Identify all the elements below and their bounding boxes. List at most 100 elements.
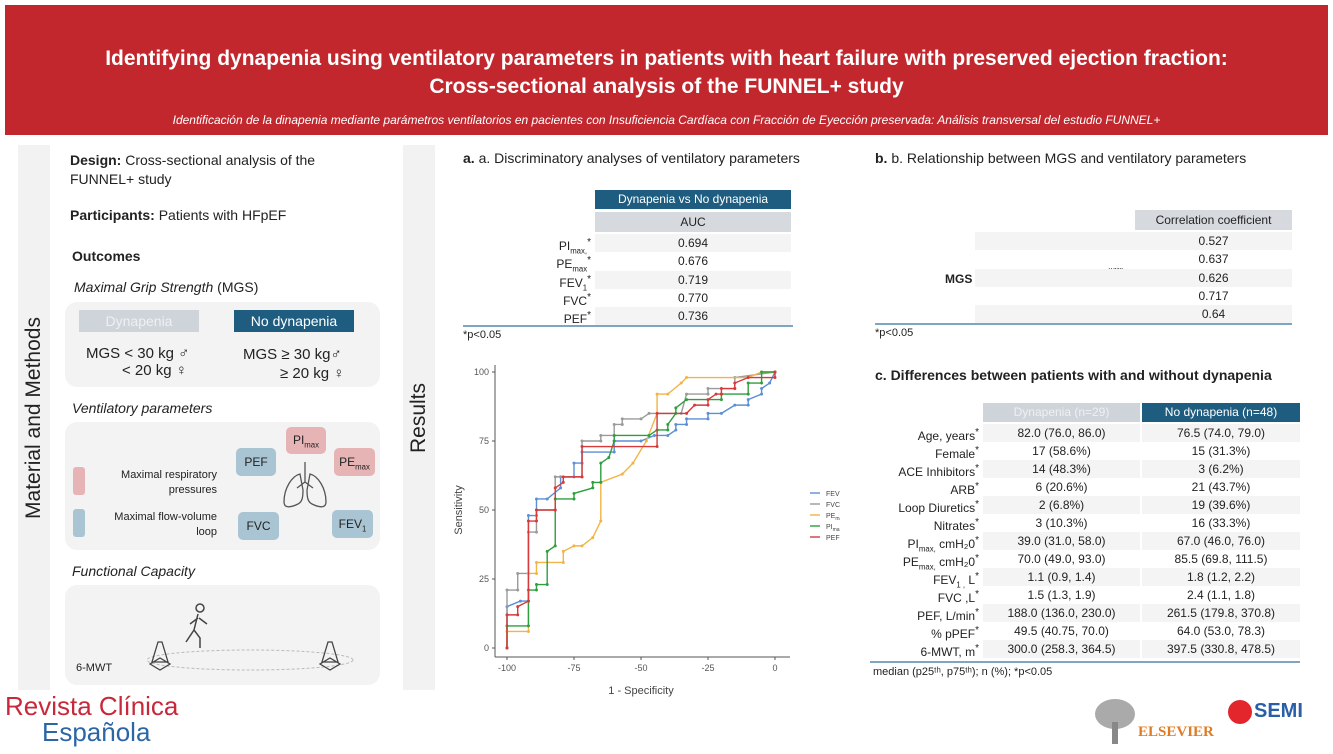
roc-point xyxy=(545,549,549,553)
roc-point xyxy=(599,433,603,437)
correlation-value: 0.637 xyxy=(975,250,1292,269)
semi-logo-dot xyxy=(1228,700,1252,724)
roc-point xyxy=(591,480,595,484)
vent-heading: Ventilatory parameters xyxy=(72,400,213,416)
no-dynapenia-value: 1.8 (1.2, 2.2) xyxy=(1142,568,1300,586)
roc-point xyxy=(612,422,616,426)
pressure-legend-swatch xyxy=(73,467,85,495)
roc-point xyxy=(534,519,538,523)
no-dynapenia-value: 85.5 (69.8, 111.5) xyxy=(1142,550,1300,568)
row-label: ARB* xyxy=(950,481,979,497)
results-side-bar: Results xyxy=(403,145,435,690)
auc-table-group-header: Dynapenia vs No dynapenia xyxy=(595,190,791,209)
table-row: PEF, L/min* 188.0 (136.0, 230.0) 261.5 (17… xyxy=(870,604,1300,623)
dynapenia-value: 1.5 (1.3, 1.9) xyxy=(983,586,1140,604)
female-icon: ♀ xyxy=(175,362,188,379)
auc-value: 0.770 xyxy=(595,288,791,307)
dynapenia-tag: Dynapenia xyxy=(79,310,199,332)
roc-line xyxy=(506,372,776,648)
roc-point xyxy=(685,392,689,396)
vent-box xyxy=(65,422,380,550)
roc-point xyxy=(545,497,549,501)
y-tick-label: 25 xyxy=(479,574,489,584)
roc-point xyxy=(685,376,689,380)
roc-point xyxy=(553,475,557,479)
roc-point xyxy=(620,472,624,476)
correlation-value: 0.717 xyxy=(975,286,1292,305)
legend-item: PImax xyxy=(810,524,840,533)
flow-legend-label: Maximal flow-volume loop xyxy=(114,511,217,538)
table-divider xyxy=(870,661,1300,663)
row-label: FEV1 , L* xyxy=(933,571,979,590)
roc-point xyxy=(719,387,723,391)
table-row: Age, years* 82.0 (76.0, 86.0) 76.5 (74.0, … xyxy=(870,424,1300,443)
table-row: % pPEF* 49.5 (40.75, 70.0) 64.0 (53.0, 78.… xyxy=(870,622,1300,641)
no-dynapenia-value: 76.5 (74.0, 79.0) xyxy=(1142,424,1300,442)
table-row: PEmax*0.637 xyxy=(875,250,1292,272)
correlation-value: 0.527 xyxy=(975,232,1292,250)
section-b-title-text: b. Relationship between MGS and ventilat… xyxy=(891,150,1247,166)
male-icon: ♂ xyxy=(330,346,342,363)
roc-point xyxy=(746,403,750,407)
walking-test-illustration xyxy=(146,603,354,671)
table-row: ACE Inhibitors* 14 (48.3%) 3 (6.2%) xyxy=(870,460,1300,479)
roc-point xyxy=(746,376,750,380)
title-line-2: Cross-sectional analysis of the FUNNEL+ … xyxy=(429,75,904,98)
dynapenia-value: 70.0 (49.0, 93.0) xyxy=(983,550,1140,568)
no-dynapenia-column-header: No dynapenia (n=48) xyxy=(1142,403,1300,422)
male-icon: ♂ xyxy=(178,345,190,362)
row-label: FEV1* xyxy=(559,273,591,292)
roc-point xyxy=(706,398,710,402)
lungs-icon xyxy=(283,462,327,508)
table-row: FVC* 0.770 xyxy=(463,288,793,308)
roc-point xyxy=(572,544,576,548)
table-row: FVC ,L* 1.5 (1.3, 1.9) 2.4 (1.1, 1.8) xyxy=(870,586,1300,605)
table-divider xyxy=(463,325,793,327)
roc-point xyxy=(639,417,643,421)
table-row: FEV1* 0.719 xyxy=(463,270,793,292)
elsevier-tree-icon xyxy=(1095,699,1135,744)
roc-point xyxy=(655,445,659,449)
methods-side-label: Material and Methods xyxy=(22,316,45,519)
roc-point xyxy=(505,613,509,617)
auc-column-header: AUC xyxy=(595,212,791,232)
correlation-value: 0.626 xyxy=(975,268,1292,287)
methods-side-bar: Material and Methods xyxy=(18,145,50,690)
roc-point xyxy=(599,439,603,443)
pef-tag: PEF xyxy=(236,448,276,476)
auc-value: 0.694 xyxy=(595,234,791,252)
auc-value: 0.676 xyxy=(595,252,791,271)
section-a-title: a. a. Discriminatory analyses of ventila… xyxy=(463,150,800,166)
x-tick-label: -75 xyxy=(567,663,580,673)
roc-point xyxy=(631,461,635,465)
roc-point xyxy=(647,433,651,437)
roc-point xyxy=(647,411,651,415)
roc-point xyxy=(599,480,603,484)
roc-point xyxy=(644,439,648,443)
table-row: PEmax, cmH₂0* 70.0 (49.0, 93.0) 85.5 (69.8… xyxy=(870,550,1300,571)
dynapenia-value: 49.5 (40.75, 70.0) xyxy=(983,622,1140,640)
page-subtitle: Identificación de la dinapenia mediante … xyxy=(172,113,1161,127)
roc-point xyxy=(526,629,530,633)
pemax-tag: PEmax xyxy=(334,448,375,476)
dynapenia-value: 2 (6.8%) xyxy=(983,496,1140,514)
roc-point xyxy=(534,588,538,592)
roc-point xyxy=(773,370,777,374)
dynapenia-column-header: Dynapenia (n=29) xyxy=(983,403,1140,422)
roc-point xyxy=(591,486,595,490)
roc-point xyxy=(746,381,750,385)
roc-point xyxy=(706,403,710,407)
roc-point xyxy=(768,381,772,385)
auc-table: Dynapenia vs No dynapenia AUC *p<0.05 PI… xyxy=(463,190,793,341)
correlation-column-header: Correlation coefficient xyxy=(1135,210,1292,230)
roc-point xyxy=(607,456,611,460)
design-text-2: FUNNEL+ study xyxy=(70,171,172,187)
roc-point xyxy=(693,403,697,407)
row-label: PImax, cmH₂0* xyxy=(907,535,979,554)
roc-point xyxy=(580,445,584,449)
no-dynapenia-value: 16 (33.3%) xyxy=(1142,514,1300,532)
row-label: 6-MWT, m* xyxy=(920,643,979,659)
cone-icon xyxy=(148,641,172,671)
legend-item: FVC xyxy=(810,502,840,509)
roc-point xyxy=(666,433,670,437)
